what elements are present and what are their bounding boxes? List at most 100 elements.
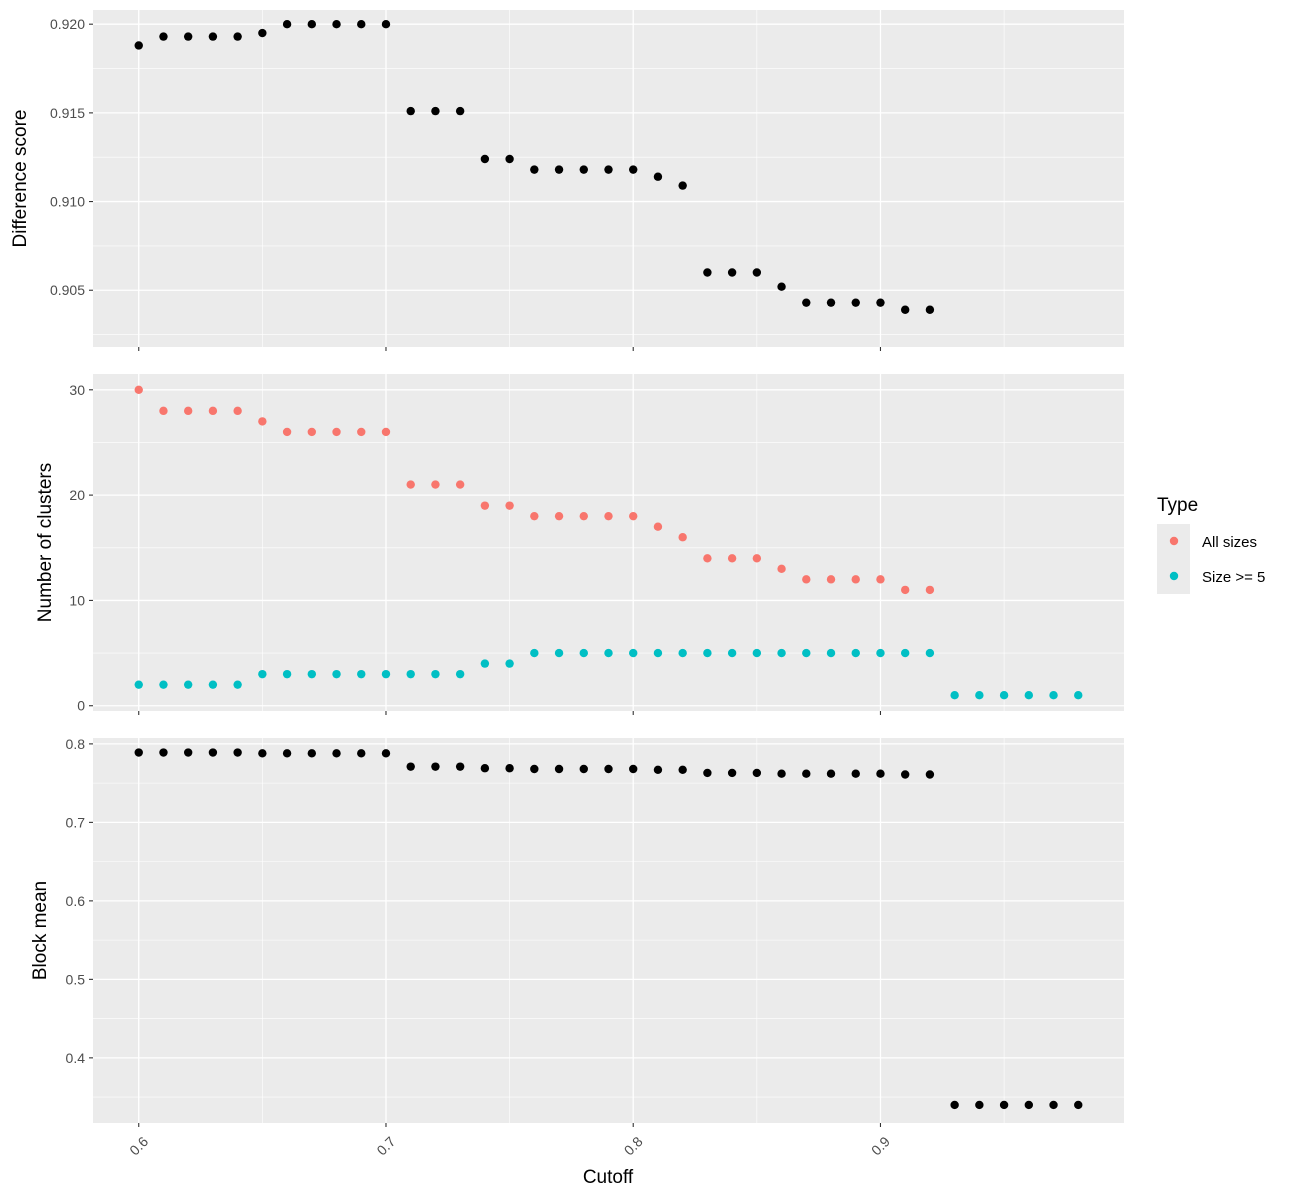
data-point	[505, 501, 514, 510]
data-point	[406, 762, 415, 771]
data-point	[208, 32, 218, 41]
data-point	[727, 554, 737, 563]
panel-2: 0 10 20 30 Number of clusters	[35, 374, 1124, 715]
y-tick-label: 0.8	[66, 736, 86, 752]
y-tick-label: 0.915	[50, 105, 85, 121]
data-point	[653, 522, 663, 531]
data-point	[579, 511, 588, 521]
data-point	[727, 648, 737, 658]
data-point	[777, 282, 786, 291]
data-point	[406, 480, 415, 489]
data-point	[381, 669, 391, 679]
y-tick-label: 0.7	[66, 814, 86, 830]
y-tick-label: 10	[69, 592, 85, 608]
y-tick-label: 0.6	[66, 893, 86, 909]
legend: Type All sizes Size >= 5	[1157, 495, 1265, 594]
data-point	[159, 32, 168, 41]
data-point	[480, 764, 490, 773]
data-point	[357, 427, 366, 437]
data-point	[183, 406, 193, 416]
data-point	[925, 648, 935, 658]
data-point	[332, 427, 341, 437]
data-point	[678, 181, 687, 190]
data-point	[826, 769, 836, 778]
legend-title: Type	[1157, 495, 1198, 516]
data-point	[999, 691, 1009, 700]
data-point	[604, 511, 613, 521]
data-point	[579, 648, 588, 658]
data-point	[455, 669, 465, 679]
data-point	[381, 19, 391, 29]
data-point	[530, 764, 539, 774]
data-point	[134, 748, 143, 757]
data-point	[826, 648, 836, 658]
data-point	[727, 268, 737, 277]
panel-1: 0.905 0.910 0.915 0.920 Difference score	[10, 10, 1124, 351]
data-point	[975, 691, 984, 700]
data-point	[752, 554, 762, 563]
legend-label-all-sizes: All sizes	[1202, 534, 1257, 551]
data-point	[802, 575, 811, 584]
data-point	[554, 764, 564, 774]
data-point	[381, 427, 391, 437]
data-point	[530, 511, 539, 521]
data-point	[629, 764, 638, 774]
data-point	[406, 106, 415, 116]
data-point	[258, 669, 267, 679]
data-point	[851, 769, 860, 778]
legend-label-size-ge-5: Size >= 5	[1202, 569, 1265, 586]
data-point	[703, 554, 712, 563]
data-point	[282, 427, 292, 437]
data-point	[431, 106, 440, 116]
data-point	[678, 648, 687, 658]
data-point	[307, 19, 317, 29]
data-point	[876, 648, 885, 658]
data-point	[1074, 691, 1083, 700]
data-point	[851, 575, 860, 584]
x-tick-label: 0.8	[621, 1133, 646, 1158]
series-1	[134, 385, 935, 595]
legend-key-background	[1157, 524, 1190, 594]
series-1	[134, 19, 935, 314]
data-point	[900, 305, 910, 314]
data-point	[999, 1100, 1009, 1110]
data-point	[480, 154, 490, 164]
data-point	[1024, 691, 1034, 700]
data-point	[307, 669, 317, 679]
data-point	[802, 648, 811, 658]
y-tick-label: 20	[69, 487, 85, 503]
data-point	[900, 648, 910, 658]
data-point	[357, 749, 366, 758]
data-point	[455, 762, 465, 771]
data-point	[851, 298, 860, 307]
data-point	[357, 669, 366, 679]
data-point	[159, 748, 168, 757]
data-point	[752, 648, 762, 658]
data-point	[332, 19, 341, 29]
data-point	[876, 575, 885, 584]
data-point	[653, 765, 663, 774]
data-point	[357, 19, 366, 29]
data-point	[183, 32, 193, 41]
data-point	[554, 511, 564, 521]
x-axis-tick-labels: 0.6 0.7 0.8 0.9	[126, 1133, 893, 1158]
legend-key-all-sizes	[1169, 536, 1179, 546]
data-point	[307, 427, 317, 437]
data-point	[579, 764, 588, 774]
data-point	[826, 298, 836, 307]
data-point	[233, 748, 242, 757]
data-point	[183, 680, 193, 689]
data-point	[678, 533, 687, 542]
data-point	[381, 749, 391, 758]
data-point	[604, 648, 613, 658]
data-point	[629, 511, 638, 521]
data-point	[233, 406, 242, 416]
data-point	[752, 268, 762, 277]
data-point	[208, 406, 218, 416]
data-point	[579, 165, 588, 174]
data-point	[1024, 1100, 1034, 1110]
data-point	[802, 298, 811, 307]
data-point	[332, 749, 341, 758]
